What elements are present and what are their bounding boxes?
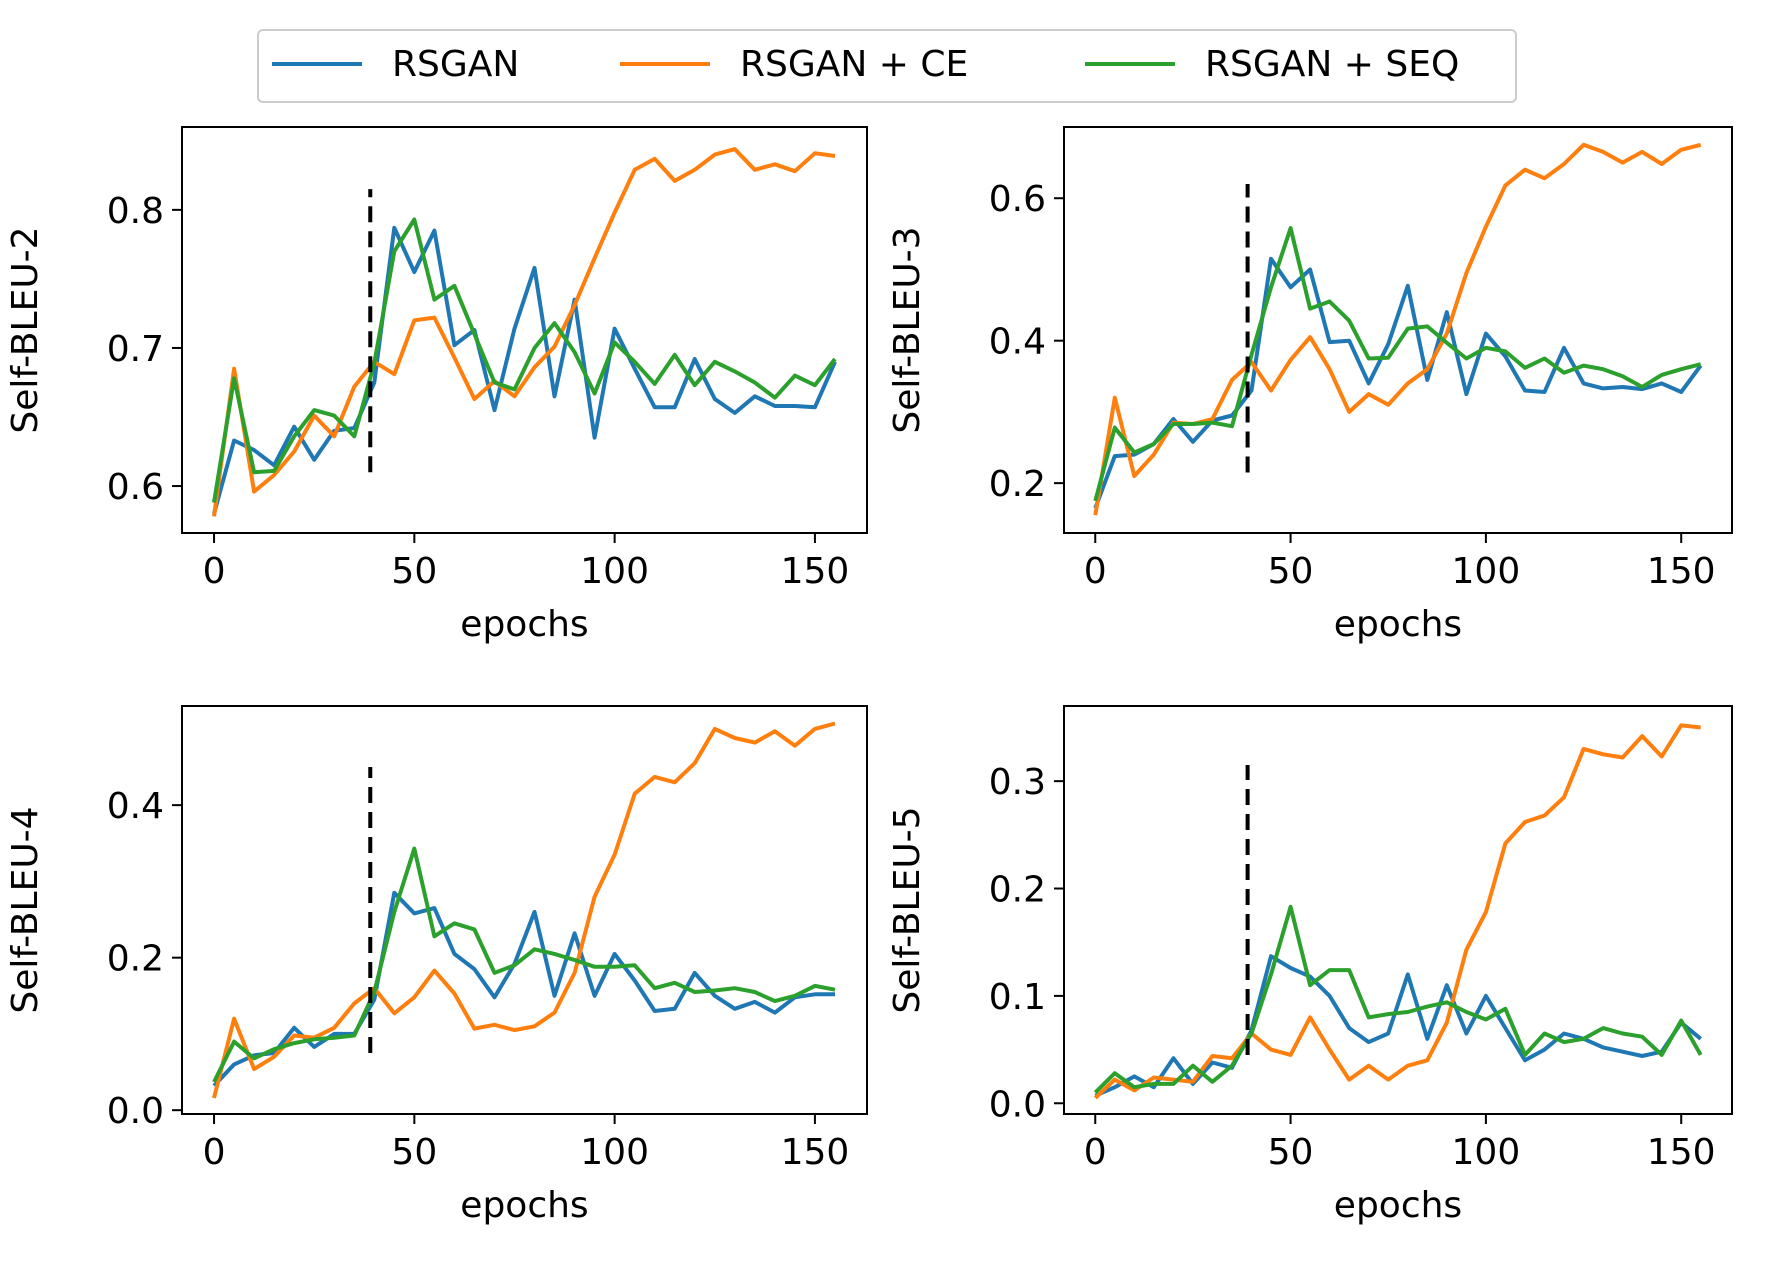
series-line-rsgan — [212, 890, 835, 1088]
x-axis-label: epochs — [460, 1185, 588, 1226]
y-tick-label: 0.8 — [107, 191, 164, 232]
y-tick-label: 0.1 — [989, 977, 1046, 1018]
x-tick-label: 150 — [1647, 551, 1716, 592]
axes-frame — [1063, 705, 1733, 1115]
y-tick-label: 0.4 — [107, 786, 164, 827]
series-line-rsgan-seq — [212, 846, 836, 1083]
y-tick-label: 0.2 — [989, 870, 1046, 911]
legend-frame — [257, 29, 1517, 103]
series-line-rsgan — [1093, 256, 1703, 509]
axes-frame — [181, 126, 868, 534]
axes-frame — [181, 705, 868, 1115]
x-tick-label: 50 — [1268, 551, 1314, 592]
x-tick-label: 0 — [1084, 1132, 1107, 1173]
x-axis-label: epochs — [1334, 604, 1462, 645]
x-tick-label: 100 — [1452, 551, 1521, 592]
y-tick-label: 0.3 — [989, 762, 1046, 803]
chart-panel-1: 0 50 100 150 0.6 0.7 0.8 epochs Self-BLEU-2 — [5, 126, 868, 645]
x-tick-label: 50 — [1268, 1132, 1314, 1173]
series-line-rsgan — [212, 225, 837, 515]
chart-panel-3: 0 50 100 150 0.0 0.2 0.4 epochs Self-BLEU-4 — [5, 705, 868, 1226]
x-axis-label: epochs — [1334, 1185, 1462, 1226]
y-tick-label: 0.0 — [989, 1084, 1046, 1125]
legend: RSGAN RSGAN + CE RSGAN + SEQ — [257, 29, 1517, 103]
x-tick-label: 0 — [203, 551, 226, 592]
y-tick-label: 0.7 — [107, 329, 164, 370]
plot-area — [1093, 723, 1703, 1100]
y-tick-label: 0.4 — [989, 322, 1046, 363]
legend-label-rsgan-seq: RSGAN + SEQ — [1205, 44, 1459, 85]
x-axis-label: epochs — [460, 604, 588, 645]
legend-label-rsgan-ce: RSGAN + CE — [740, 44, 968, 85]
legend-label-rsgan: RSGAN — [392, 44, 519, 85]
x-tick-label: 100 — [1452, 1132, 1521, 1173]
axes-frame — [1063, 126, 1733, 534]
y-tick-label: 0.2 — [989, 464, 1046, 505]
chart-panels: 0 50 100 150 0.6 0.7 0.8 epochs Self-BLEU-2 0 50 10… — [5, 126, 1733, 1226]
x-tick-label: 50 — [391, 551, 437, 592]
y-tick-label: 0.6 — [989, 179, 1046, 220]
y-axis-label: Self-BLEU-5 — [887, 806, 928, 1013]
x-tick-label: 150 — [781, 551, 850, 592]
x-tick-label: 100 — [580, 551, 649, 592]
y-tick-label: 0.0 — [107, 1091, 164, 1132]
y-axis-label: Self-BLEU-4 — [5, 806, 46, 1013]
x-tick-label: 150 — [1647, 1132, 1716, 1173]
x-tick-label: 100 — [580, 1132, 649, 1173]
y-axis-label: Self-BLEU-3 — [887, 226, 928, 433]
chart-panel-4: 0 50 100 150 0.0 0.1 0.2 0.3 epochs Self-BLEU-5 — [887, 705, 1733, 1226]
plot-area — [1093, 142, 1703, 516]
x-tick-label: 0 — [1084, 551, 1107, 592]
x-tick-label: 0 — [203, 1132, 226, 1173]
series-line-rsgan-seq — [1093, 904, 1703, 1094]
chart-panel-2: 0 50 100 150 0.2 0.4 0.6 epochs Self-BLEU-3 — [887, 126, 1733, 645]
plot-area — [212, 721, 836, 1099]
series-line-rsgan-ce — [212, 721, 836, 1099]
x-tick-label: 150 — [781, 1132, 850, 1173]
series-line-rsgan-seq — [212, 217, 837, 503]
y-axis-label: Self-BLEU-2 — [5, 226, 46, 433]
y-tick-label: 0.6 — [107, 467, 164, 508]
series-line-rsgan-ce — [212, 147, 836, 517]
series-line-rsgan-seq — [1093, 226, 1702, 502]
series-line-rsgan-ce — [1093, 723, 1701, 1100]
x-tick-label: 50 — [391, 1132, 437, 1173]
plot-area — [212, 147, 837, 517]
y-tick-label: 0.2 — [107, 939, 164, 980]
